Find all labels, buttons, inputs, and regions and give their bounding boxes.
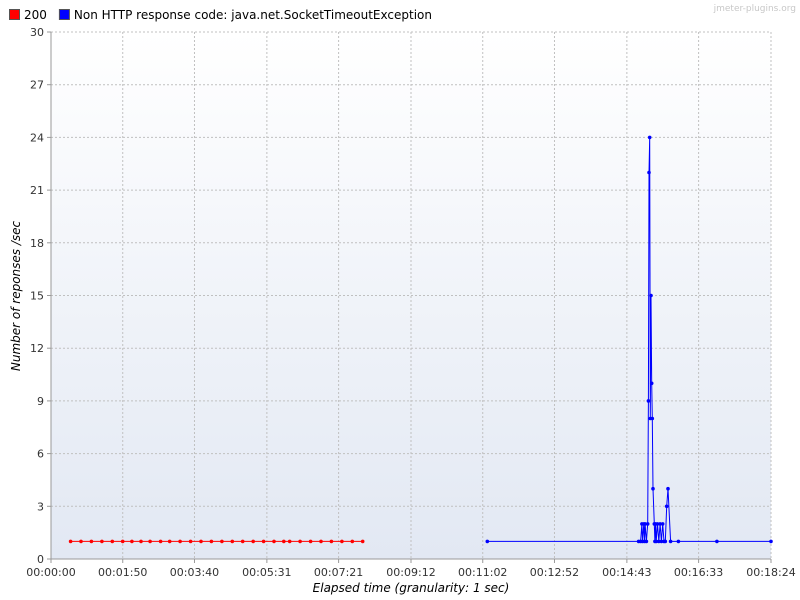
data-point xyxy=(660,522,665,526)
data-point xyxy=(100,539,104,544)
data-point xyxy=(272,539,276,544)
x-tick-label: 00:09:12 xyxy=(386,566,435,579)
data-point xyxy=(89,539,94,544)
data-point xyxy=(663,539,668,544)
x-tick-label: 00:01:50 xyxy=(98,566,147,579)
data-point xyxy=(769,539,773,544)
data-point xyxy=(715,539,719,544)
data-point xyxy=(178,539,182,544)
data-point xyxy=(664,504,669,509)
data-point xyxy=(360,539,365,544)
x-tick-label: 00:07:21 xyxy=(314,566,363,579)
data-point xyxy=(261,539,266,544)
data-point xyxy=(130,539,134,544)
data-point xyxy=(643,522,647,526)
grid xyxy=(51,31,772,559)
y-tick-label: 12 xyxy=(30,342,44,355)
y-tick-label: 15 xyxy=(30,290,44,303)
x-tick-label: 00:03:40 xyxy=(170,566,219,579)
y-tick-label: 24 xyxy=(30,131,44,144)
x-tick-label: 00:05:31 xyxy=(242,566,291,579)
x-tick-label: 00:12:52 xyxy=(530,566,579,579)
legend-swatch xyxy=(58,9,70,20)
series-1 xyxy=(485,135,773,544)
data-point xyxy=(188,539,193,544)
y-axis-title: Number of reponses /sec xyxy=(9,220,23,371)
data-point xyxy=(649,293,653,298)
data-point xyxy=(644,539,649,544)
y-tick-label: 0 xyxy=(37,553,44,566)
x-tick-label: 00:14:43 xyxy=(602,566,651,579)
data-point xyxy=(658,522,662,526)
data-point xyxy=(666,486,670,491)
data-point xyxy=(668,539,673,544)
data-point xyxy=(110,539,115,544)
data-point xyxy=(650,416,655,421)
data-point xyxy=(167,539,172,544)
data-point xyxy=(350,539,355,544)
data-point xyxy=(319,539,323,544)
x-tick-label: 00:11:02 xyxy=(458,566,507,579)
data-point xyxy=(655,522,660,526)
data-point xyxy=(651,486,655,491)
data-point xyxy=(647,170,651,175)
series-0 xyxy=(68,539,365,544)
data-point xyxy=(329,539,334,544)
data-point xyxy=(654,539,658,544)
data-point xyxy=(220,539,224,544)
data-point xyxy=(298,539,302,544)
y-tick-label: 27 xyxy=(30,79,44,92)
data-point xyxy=(120,539,125,544)
series xyxy=(68,135,773,544)
data-point xyxy=(230,539,235,544)
y-tick-label: 3 xyxy=(37,500,44,513)
data-point xyxy=(485,539,490,544)
legend-swatch xyxy=(9,9,20,20)
data-point xyxy=(139,539,143,544)
x-tick-label: 00:18:24 xyxy=(746,566,795,579)
y-tick-label: 18 xyxy=(30,237,44,250)
x-tick-label: 00:00:00 xyxy=(26,566,75,579)
data-point xyxy=(340,539,344,544)
data-point xyxy=(657,539,661,544)
x-tick-label: 00:16:33 xyxy=(674,566,723,579)
data-point xyxy=(79,539,83,544)
y-tick-label: 9 xyxy=(37,395,44,408)
data-point xyxy=(251,539,255,544)
data-point xyxy=(158,539,163,544)
data-point xyxy=(676,539,681,544)
x-axis-title: Elapsed time (granularity: 1 sec) xyxy=(313,581,510,595)
data-point xyxy=(659,539,664,544)
data-point xyxy=(647,135,652,140)
data-point xyxy=(282,539,286,544)
y-tick-label: 21 xyxy=(30,184,44,197)
data-point xyxy=(68,539,73,544)
watermark: jmeter-plugins.org xyxy=(713,4,796,14)
data-point xyxy=(646,399,651,403)
data-point xyxy=(645,522,650,526)
data-point xyxy=(308,539,313,544)
data-point xyxy=(199,539,203,544)
data-point xyxy=(148,539,152,544)
legend-label: Non HTTP response code: java.net.SocketT… xyxy=(74,8,432,22)
data-point xyxy=(649,381,654,386)
y-tick-label: 30 xyxy=(30,26,44,39)
data-point xyxy=(287,539,292,544)
y-tick-label: 6 xyxy=(37,448,44,461)
legend: 200 Non HTTP response code: java.net.Sock… xyxy=(9,8,432,22)
legend-label: 200 xyxy=(24,8,47,22)
data-point xyxy=(240,539,245,544)
data-point xyxy=(209,539,214,544)
ticks: 0 3 6 9 12 15 18 21 24 27 30 00:00:00 00:01:50 00:03:… xyxy=(26,26,795,579)
